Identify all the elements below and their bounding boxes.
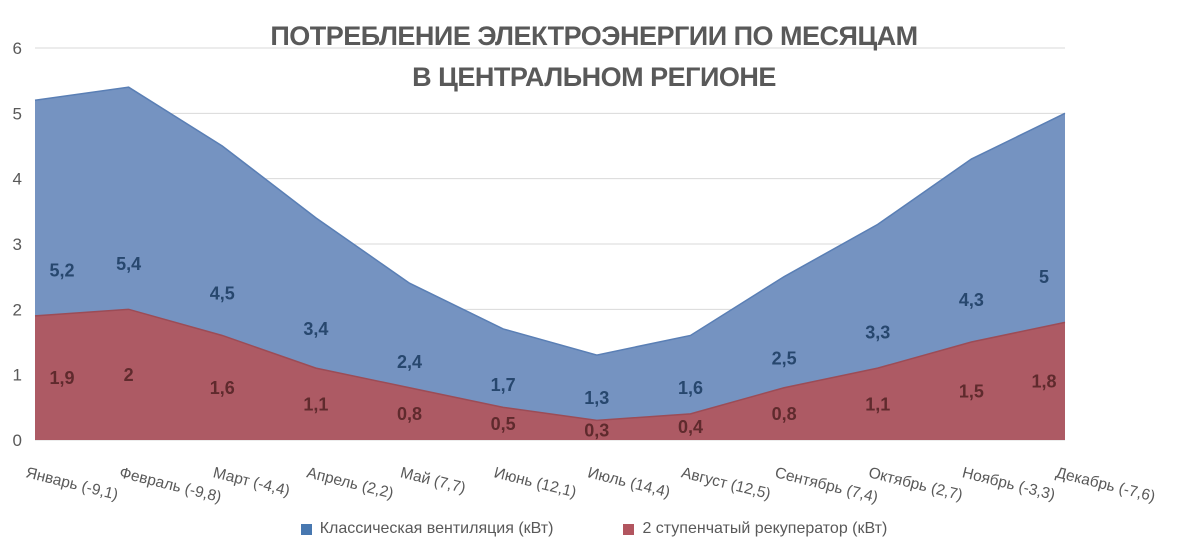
legend: Классическая вентиляция (кВт) 2 ступенча…	[0, 520, 1188, 538]
data-label: 0,8	[772, 404, 797, 424]
y-axis-tick-label: 3	[13, 235, 22, 254]
data-label: 2,4	[397, 352, 422, 372]
x-axis-category-label: Февраль (-9,8)	[118, 464, 223, 506]
x-axis-category-label: Октябрь (2,7)	[867, 464, 965, 504]
legend-swatch-red-icon	[623, 523, 635, 535]
data-label: 5	[1039, 267, 1049, 287]
data-label: 3,3	[865, 323, 890, 343]
data-label: 0,4	[678, 417, 703, 437]
data-label: 5,2	[49, 260, 74, 280]
data-label: 4,5	[210, 283, 235, 303]
area-chart-plot: 0 1 2 3 4 5 6 5,2 5,4 4,5 3,4 2,4 1,7 1,3 1,6 2,5 3,3 4,3…	[13, 39, 1157, 506]
data-label: 1,8	[1031, 372, 1056, 392]
x-axis-category-label: Март (-4,4)	[211, 464, 291, 499]
x-axis-category-label: Июнь (12,1)	[492, 464, 578, 501]
x-axis-category-label: Сентябрь (7,4)	[773, 464, 880, 506]
x-axis-category-label: Май (7,7)	[399, 464, 468, 497]
x-axis-category-label: Январь (-9,1)	[24, 464, 120, 503]
legend-label: Классическая вентиляция (кВт)	[319, 520, 554, 537]
x-axis-category-label: Декабрь (-7,6)	[1054, 464, 1157, 505]
data-label: 1,3	[584, 388, 609, 408]
data-label: 2	[124, 365, 134, 385]
series-area-classic-ventilation	[35, 87, 1065, 440]
y-axis-tick-label: 0	[13, 431, 22, 450]
series-outline	[34, 86, 1066, 356]
series-area-recuperator	[35, 309, 1065, 440]
legend-swatch-blue-icon	[300, 523, 312, 535]
x-axis-category-label: Август (12,5)	[679, 464, 772, 503]
data-label: 1,5	[959, 381, 984, 401]
y-axis-tick-label: 5	[13, 104, 22, 123]
data-label: 3,4	[303, 319, 328, 339]
data-label: 1,9	[49, 368, 74, 388]
data-label: 2,5	[772, 349, 797, 369]
legend-item-classic-ventilation: Классическая вентиляция (кВт)	[300, 520, 554, 538]
y-axis-tick-label: 1	[13, 366, 22, 385]
data-label: 1,7	[491, 375, 516, 395]
y-axis-tick-label: 4	[13, 170, 22, 189]
data-label: 1,1	[303, 394, 328, 414]
series-outline	[34, 308, 1066, 422]
x-axis-category-label: Июль (14,4)	[586, 464, 672, 501]
data-label: 0,5	[491, 414, 516, 434]
legend-item-recuperator: 2 ступенчатый рекуператор (кВт)	[623, 520, 887, 538]
data-label: 4,3	[959, 290, 984, 310]
data-label: 5,4	[116, 254, 141, 274]
x-axis-category-label: Ноябрь (-3,3)	[960, 464, 1056, 504]
y-axis-tick-label: 6	[13, 39, 22, 58]
legend-label: 2 ступенчатый рекуператор (кВт)	[642, 520, 888, 537]
data-label: 1,6	[678, 378, 703, 398]
data-label: 0,3	[584, 421, 609, 441]
data-label: 1,6	[210, 378, 235, 398]
data-label: 1,1	[865, 394, 890, 414]
data-label: 0,8	[397, 404, 422, 424]
y-axis-tick-label: 2	[13, 300, 22, 319]
x-axis-category-label: Апрель (2,2)	[305, 464, 395, 502]
